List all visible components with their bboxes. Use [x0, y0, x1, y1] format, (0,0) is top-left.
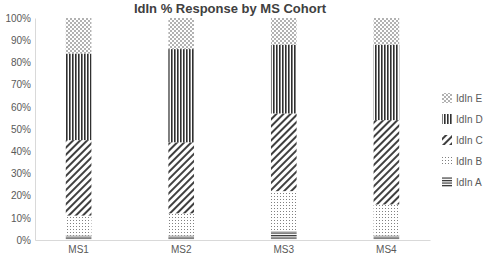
y-tick: 0% — [17, 235, 35, 246]
bar-segment — [374, 18, 400, 45]
x-axis: MS1 MS2 MS3 MS4 — [36, 240, 431, 255]
legend-swatch — [442, 177, 452, 187]
x-axis-line — [36, 240, 431, 241]
bar-segment — [66, 140, 92, 215]
bar-segment — [168, 213, 194, 235]
bar-segment — [168, 18, 194, 49]
y-tick: 20% — [11, 190, 35, 201]
y-axis: 0% 10% 20% 30% 40% 50% 60% 70% 80% 90% 100% — [5, 13, 35, 246]
legend: IdIn A IdIn B IdIn C IdIn D IdIn E — [442, 93, 483, 188]
y-tick-label: 70% — [11, 79, 31, 90]
x-tick-label: MS2 — [171, 244, 192, 255]
bar-segment — [271, 231, 297, 240]
x-tick: MS3 — [274, 240, 295, 255]
y-tick: 90% — [11, 35, 35, 46]
x-tick: MS2 — [171, 240, 192, 255]
y-tick-label: 0% — [17, 235, 32, 246]
x-tick-label: MS3 — [274, 244, 295, 255]
legend-label: IdIn B — [456, 156, 482, 167]
y-tick-label: 50% — [11, 124, 31, 135]
bar-segment — [374, 236, 400, 240]
y-tick-label: 100% — [5, 13, 31, 24]
y-axis-line — [35, 19, 36, 241]
y-tick: 30% — [11, 168, 35, 179]
x-tick-label: MS4 — [376, 244, 397, 255]
bar-segment — [271, 45, 297, 114]
x-tick-label: MS1 — [68, 244, 89, 255]
bar-segment — [66, 54, 92, 141]
bar-segment — [168, 142, 194, 213]
legend-swatch — [442, 114, 452, 124]
y-tick: 10% — [11, 213, 35, 224]
legend-swatch — [442, 156, 452, 166]
bar-segment — [374, 204, 400, 235]
bars — [66, 18, 399, 240]
bar-segment — [271, 113, 297, 191]
bar-segment — [374, 45, 400, 120]
y-tick: 100% — [5, 13, 35, 24]
legend-swatch — [442, 93, 452, 103]
y-tick-label: 20% — [11, 190, 31, 201]
legend-label: IdIn C — [456, 135, 483, 146]
y-tick: 70% — [11, 79, 35, 90]
bar-segment — [66, 236, 92, 240]
legend-label: IdIn D — [456, 114, 483, 125]
y-tick-label: 80% — [11, 57, 31, 68]
x-tick: MS1 — [68, 240, 89, 255]
y-tick: 40% — [11, 146, 35, 157]
y-tick-label: 60% — [11, 102, 31, 113]
title: IdIn % Response by MS Cohort — [134, 1, 327, 16]
y-tick: 80% — [11, 57, 35, 68]
x-tick: MS4 — [376, 240, 397, 255]
y-tick-label: 40% — [11, 146, 31, 157]
bar-segment — [66, 18, 92, 54]
bar-segment — [168, 49, 194, 142]
bar-segment — [271, 18, 297, 45]
y-tick-label: 90% — [11, 35, 31, 46]
y-tick-label: 30% — [11, 168, 31, 179]
y-tick-label: 10% — [11, 213, 31, 224]
y-tick: 50% — [11, 124, 35, 135]
legend-label: IdIn E — [456, 93, 482, 104]
chart: IdIn % Response by MS Cohort 0% 10% 20% 30% 4… — [0, 0, 500, 268]
bar-segment — [66, 216, 92, 236]
bar-segment — [271, 191, 297, 231]
y-tick: 60% — [11, 102, 35, 113]
bar-segment — [374, 120, 400, 204]
bar-segment — [168, 236, 194, 240]
legend-swatch — [442, 135, 452, 145]
legend-label: IdIn A — [456, 177, 482, 188]
